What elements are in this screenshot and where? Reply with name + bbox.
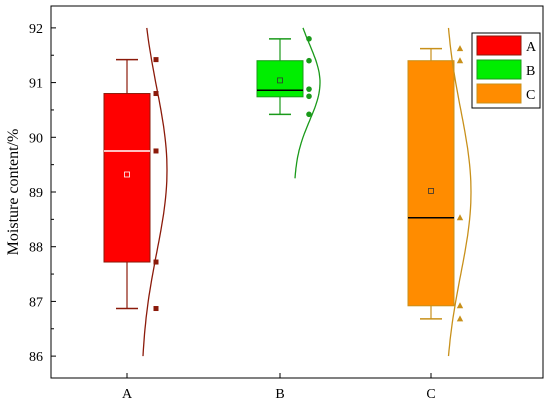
series-A [103,27,168,357]
distribution-curve [294,27,321,179]
y-tick-label: 88 [29,241,43,256]
mean-marker [277,77,283,84]
legend: ABC [471,32,541,109]
data-point [153,148,159,154]
mean-marker [124,171,130,178]
legend-label: B [526,64,535,79]
distribution-curve [447,27,472,357]
data-point [153,57,159,63]
mean-marker [428,188,434,194]
x-axis: A B C [122,373,436,402]
data-point [306,111,312,118]
data-point [153,306,159,312]
legend-swatch [476,83,522,104]
plot-area [103,27,472,357]
data-point [153,259,159,265]
y-axis-title: Moisture content/% [5,129,22,256]
series-C [407,27,472,357]
iqr-box [407,60,455,307]
x-tick-label: C [426,387,435,402]
y-tick-label: 87 [29,295,43,310]
data-point [456,214,464,221]
data-point [306,93,312,100]
data-point [306,57,312,64]
x-tick-label: B [275,387,284,402]
legend-swatch [476,35,522,56]
y-axis: 86 87 88 89 90 91 92 [29,22,56,365]
legend-label: A [526,40,537,55]
iqr-box [103,93,151,263]
data-point [456,302,464,309]
distribution-curve [142,27,168,357]
y-tick-label: 90 [29,131,43,146]
y-tick-label: 86 [29,350,43,365]
data-point [456,45,464,52]
x-tick-label: A [122,387,133,402]
legend-swatch [476,59,522,80]
data-point [456,57,464,64]
legend-label: C [526,88,535,103]
series-B [256,27,321,179]
data-point [456,315,464,322]
y-tick-label: 89 [29,186,43,201]
y-tick-label: 91 [29,77,43,92]
data-point [153,91,159,97]
y-tick-label: 92 [29,22,43,37]
iqr-box [256,60,304,98]
data-point [306,86,312,92]
